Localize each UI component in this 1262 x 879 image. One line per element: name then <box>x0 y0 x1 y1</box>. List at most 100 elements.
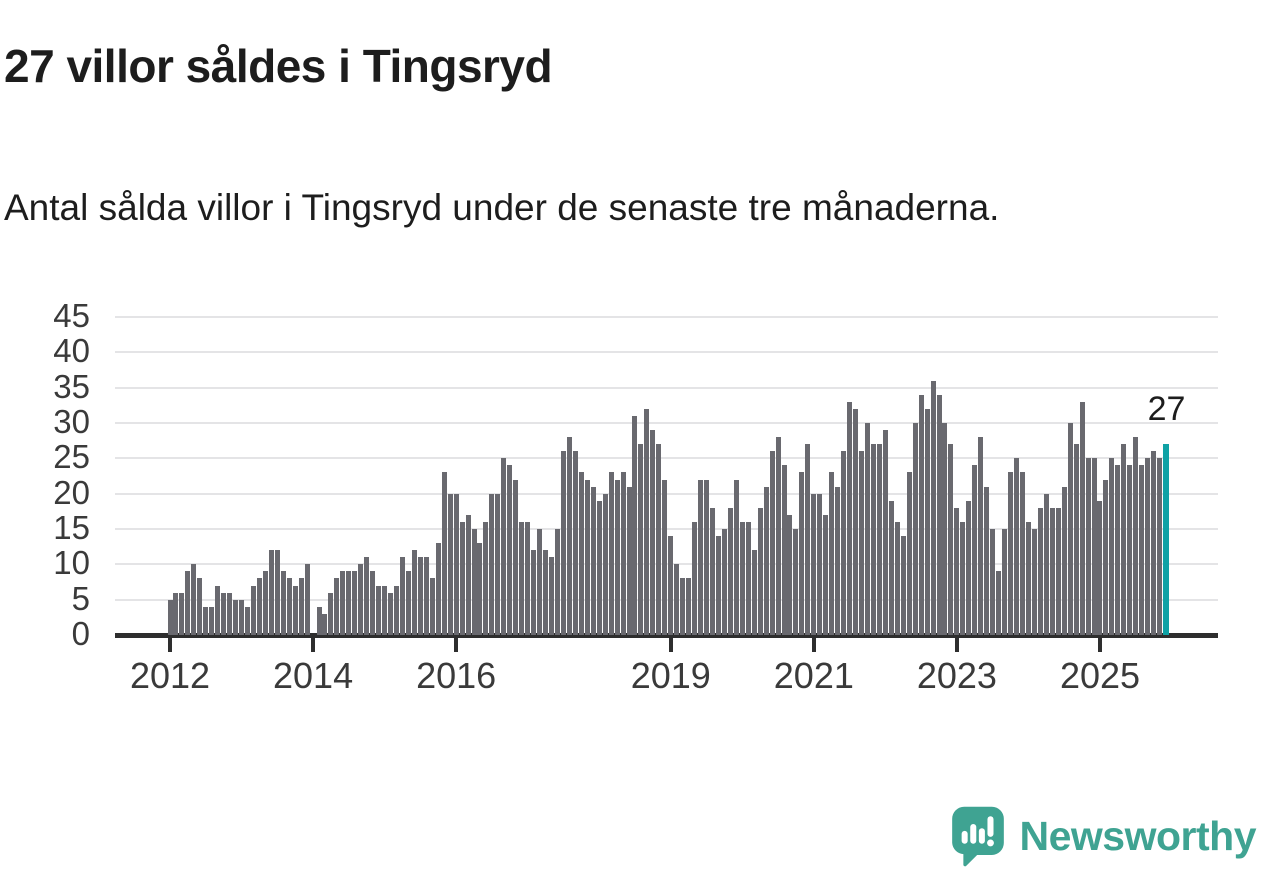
bar <box>763 486 769 635</box>
bar <box>650 430 656 635</box>
bar <box>614 479 620 635</box>
bar <box>739 521 745 635</box>
bar <box>835 486 841 635</box>
y-axis-tick-label: 40 <box>53 332 90 370</box>
bar <box>334 578 340 635</box>
x-axis-tick <box>954 638 959 652</box>
bar <box>668 536 674 635</box>
bar <box>698 479 704 635</box>
bar <box>1019 472 1025 635</box>
bar <box>906 472 912 635</box>
bar <box>596 500 602 635</box>
y-axis-tick-label: 35 <box>53 367 90 405</box>
bar <box>912 422 918 635</box>
bar <box>191 564 197 635</box>
gridline-y40 <box>115 351 1218 354</box>
bar <box>662 479 668 635</box>
bar <box>185 571 191 635</box>
brand-footer: Newsworthy <box>950 805 1256 867</box>
bar <box>411 550 417 635</box>
bar <box>721 528 727 635</box>
bar <box>936 394 942 635</box>
x-axis-tick-label: 2021 <box>773 655 854 696</box>
bar <box>608 472 614 635</box>
gridline-y45 <box>115 315 1218 318</box>
y-axis-tick-label: 0 <box>71 615 90 652</box>
bar <box>626 486 632 635</box>
x-axis-tick-label: 2025 <box>1059 655 1141 696</box>
bar <box>256 578 262 635</box>
bar <box>1127 465 1133 635</box>
bar <box>900 536 906 635</box>
bar <box>340 571 346 635</box>
bar <box>417 557 423 635</box>
x-axis-tick-label: 2012 <box>129 655 211 696</box>
chart-subtitle: Antal sålda villor i Tingsryd under de s… <box>4 187 1000 228</box>
bar <box>805 444 811 635</box>
bar <box>203 606 209 635</box>
bar <box>471 528 477 635</box>
bar <box>1037 507 1043 635</box>
bar-glyph-tall <box>969 823 976 844</box>
bar <box>972 465 978 635</box>
bar <box>429 578 435 635</box>
bar <box>751 550 757 635</box>
bar <box>996 571 1002 635</box>
x-axis-tick <box>311 638 316 652</box>
bar <box>250 585 256 635</box>
bar <box>888 500 894 635</box>
x-axis-tick <box>668 638 673 652</box>
bar <box>507 465 513 635</box>
bar <box>560 451 566 635</box>
bar <box>1109 458 1115 635</box>
bar <box>960 521 966 635</box>
bar <box>876 444 882 635</box>
bar <box>435 543 441 635</box>
bar <box>584 479 590 635</box>
bar <box>978 437 984 635</box>
bar <box>1115 465 1121 635</box>
bar <box>554 528 560 635</box>
bar <box>1043 493 1049 635</box>
bar <box>268 550 274 635</box>
bar <box>1121 444 1127 635</box>
bar <box>1025 521 1031 635</box>
bar <box>769 451 775 635</box>
bar <box>882 430 888 635</box>
bar <box>441 472 447 635</box>
bar <box>316 606 322 635</box>
exclamation-bar-glyph <box>986 816 993 837</box>
gridline-y35 <box>115 386 1218 389</box>
bar <box>1031 528 1037 635</box>
bar <box>1133 437 1139 635</box>
speech-bubble-shape <box>951 806 1004 867</box>
bar <box>1049 507 1055 635</box>
bar <box>745 521 751 635</box>
bar <box>405 571 411 635</box>
bar <box>990 528 996 635</box>
x-axis-tick-label: 2019 <box>630 655 711 696</box>
bar <box>823 514 829 635</box>
bar <box>1097 500 1103 635</box>
bar <box>829 472 835 635</box>
bar <box>841 451 847 635</box>
x-axis-tick <box>811 638 816 652</box>
bar <box>918 394 924 635</box>
bar <box>674 564 680 635</box>
bar <box>870 444 876 635</box>
bar <box>370 571 376 635</box>
bar <box>864 422 870 635</box>
x-axis-tick-label: 2023 <box>916 655 997 696</box>
bar <box>215 585 221 635</box>
bar <box>692 521 698 635</box>
y-axis-tick-label: 20 <box>53 473 90 511</box>
bar <box>590 486 596 635</box>
bar <box>644 408 650 635</box>
bar <box>364 557 370 635</box>
bar <box>1091 458 1097 635</box>
bar <box>453 493 459 635</box>
y-axis-tick-label: 45 <box>53 296 90 334</box>
bar <box>423 557 429 635</box>
bar <box>298 578 304 635</box>
exclamation-dot-glyph <box>986 839 994 847</box>
